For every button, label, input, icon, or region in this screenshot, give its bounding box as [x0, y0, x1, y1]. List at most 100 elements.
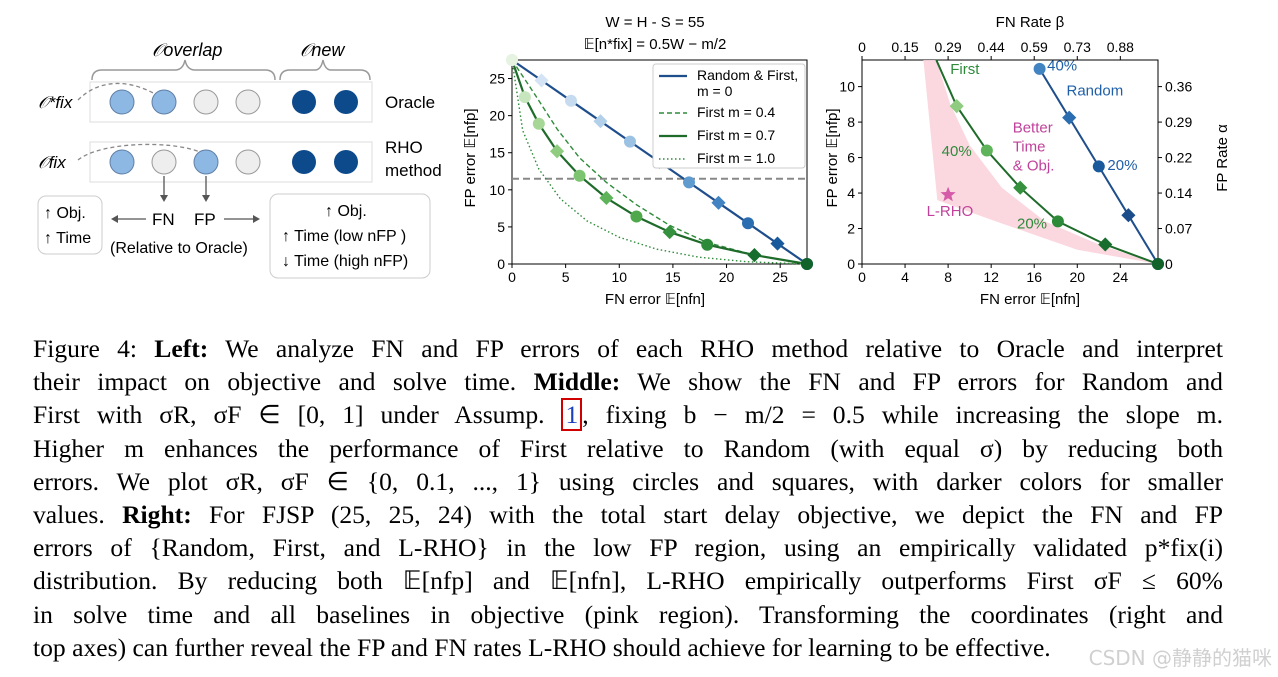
right-y-tick-label: 8	[847, 114, 855, 130]
middle-y-tick-label: 0	[497, 256, 505, 272]
random-curve-label: Random	[1067, 82, 1124, 99]
first-40-label: 40%	[942, 143, 972, 160]
right-secondary-tick-label: 0.14	[1165, 185, 1192, 201]
right-x-tick-label: 0	[858, 269, 866, 285]
fp-effect-obj: ↑ Obj.	[325, 203, 367, 220]
middle-first-circle-point	[518, 91, 531, 104]
right-plot-frame	[861, 59, 1159, 265]
right-top-tick-label: 0.29	[934, 39, 961, 55]
middle-first-circle-point	[801, 258, 813, 270]
caption-line-7: errors of {Random, First, and L-RHO} in …	[33, 533, 1223, 563]
middle-first-circle-point	[630, 210, 643, 223]
watermark: CSDN @静静的猫咪	[1088, 646, 1272, 670]
middle-chart-title: W = H - S = 55	[605, 14, 704, 31]
middle-first-circle-point	[573, 169, 586, 182]
right-top-tick-label: 0	[858, 39, 866, 55]
right-x-tick-label: 20	[1069, 269, 1085, 285]
middle-series-line-3	[511, 59, 808, 265]
fn-effect-box	[37, 195, 103, 255]
middle-y-tick-label: 5	[497, 219, 505, 235]
right-secondary-tick-label: 0.07	[1165, 221, 1192, 237]
rho-diagram: 𝒪overlap 𝒪new 𝒪*fix Oracle 𝒪fix RHO meth…	[37, 40, 442, 279]
middle-first-circle-point	[506, 54, 518, 66]
rho-node-6	[334, 150, 358, 174]
right-first-circle-point	[980, 144, 993, 157]
middle-y-tick-label: 15	[489, 145, 505, 161]
right-top-tick-label: 0.44	[978, 39, 1005, 55]
right-random-circle-point	[1092, 160, 1105, 173]
o-overlap-label: 𝒪overlap	[152, 40, 222, 60]
rho-node-2	[151, 149, 177, 175]
rho-row-box	[89, 141, 373, 183]
oracle-dashed-arrow	[77, 82, 156, 101]
right-top-tick-label: 0.88	[1107, 39, 1134, 55]
middle-random-square-point	[593, 114, 608, 129]
right-secondary-tick-label: 0.36	[1165, 79, 1192, 95]
fp-effect-box	[269, 193, 431, 279]
assumption-reference-link[interactable]: 1	[561, 398, 583, 432]
oracle-node-1	[109, 89, 135, 115]
o-new-label: 𝒪new	[300, 40, 345, 60]
middle-legend-label: Random & First,	[697, 67, 798, 83]
oracle-node-6	[334, 90, 358, 114]
right-y-tick-label: 2	[847, 221, 855, 237]
right-y-tick-label: 4	[847, 185, 855, 201]
middle-first-circle-point	[532, 117, 545, 130]
middle-first-square-point	[662, 225, 677, 240]
rho-node-3	[193, 149, 219, 175]
oracle-node-5	[292, 90, 316, 114]
right-x-axis-label: FN error 𝔼[nfn]	[980, 291, 1080, 308]
caption-line-1: Figure 4: Left: We analyze FN and FP err…	[33, 334, 1223, 363]
right-y-tick-label: 10	[839, 79, 855, 95]
caption-line-3: First with σR, σF ∈ [0, 1] under Assump.…	[33, 398, 1223, 432]
middle-chart: W = H - S = 55 𝔼[n*fix] = 0.5W − m/2 0 5 1…	[455, 8, 830, 314]
new-brace	[279, 59, 371, 81]
middle-x-tick-label: 5	[562, 269, 570, 285]
right-x-tick-label: 12	[983, 269, 999, 285]
middle-chart-subtitle: 𝔼[n*fix] = 0.5W − m/2	[584, 36, 727, 53]
middle-legend-label: First m = 0.4	[697, 104, 775, 120]
first-curve-label: First	[950, 61, 980, 78]
caption-line-9: in solve time and all baselines in objec…	[33, 599, 1223, 629]
right-x-tick-label: 24	[1113, 269, 1129, 285]
right-y-tick-label: 0	[847, 256, 855, 272]
middle-y-axis-label: FP error 𝔼[nfp]	[462, 108, 479, 207]
right-secondary-tick-label: 0.22	[1165, 150, 1192, 166]
better-region-label: Time	[1013, 139, 1046, 156]
caption-line-6: values. Right: For FJSP (25, 25, 24) wit…	[33, 500, 1223, 530]
oracle-row-box	[89, 81, 373, 123]
middle-random-circle-point	[742, 217, 754, 230]
right-top-tick-label: 0.73	[1064, 39, 1091, 55]
o-fix-star-label: 𝒪*fix	[38, 93, 73, 112]
right-secondary-tick-label: 0.29	[1165, 114, 1192, 130]
right-x-tick-label: 4	[901, 269, 909, 285]
better-region-label: Better	[1013, 120, 1053, 137]
middle-x-tick-label: 0	[508, 269, 516, 285]
better-region-label: & Obj.	[1013, 158, 1055, 175]
fn-effect-time: ↑ Time	[44, 230, 91, 247]
middle-legend-label: m = 0	[697, 83, 733, 99]
caption-line-10: top axes) can further reveal the FP and …	[33, 632, 1051, 662]
caption-line-5: errors. We plot σR, σF ∈ {0, 0.1, ..., 1…	[33, 466, 1223, 496]
oracle-node-4	[235, 89, 261, 115]
better-region	[923, 60, 1158, 264]
right-chart: FN Rate β 0 4 8 12 16 20 24 0 2 4 6 8 10 0 0.15 0.29 0.4…	[824, 8, 1250, 314]
middle-legend-label: First m = 0.7	[697, 127, 775, 143]
middle-y-tick-label: 10	[489, 182, 505, 198]
middle-first-circle-point	[701, 238, 714, 251]
fp-label: FP	[194, 210, 216, 229]
random-40-label: 40%	[1047, 58, 1077, 75]
right-top-tick-label: 0.59	[1021, 39, 1048, 55]
middle-random-circle-point	[624, 135, 636, 148]
rho-node-1	[109, 149, 135, 175]
right-top-tick-label: 0.15	[891, 39, 918, 55]
first-20-label: 20%	[1017, 216, 1047, 233]
caption-line-8: distribution. By reducing both 𝔼[nfp] an…	[33, 566, 1223, 596]
middle-x-tick-label: 10	[611, 269, 627, 285]
right-x-tick-label: 8	[944, 269, 952, 285]
oracle-node-2	[151, 89, 177, 115]
right-y-axis-label: FP error 𝔼[nfp]	[825, 108, 841, 207]
oracle-node-3	[193, 89, 219, 115]
middle-random-circle-point	[565, 94, 577, 107]
